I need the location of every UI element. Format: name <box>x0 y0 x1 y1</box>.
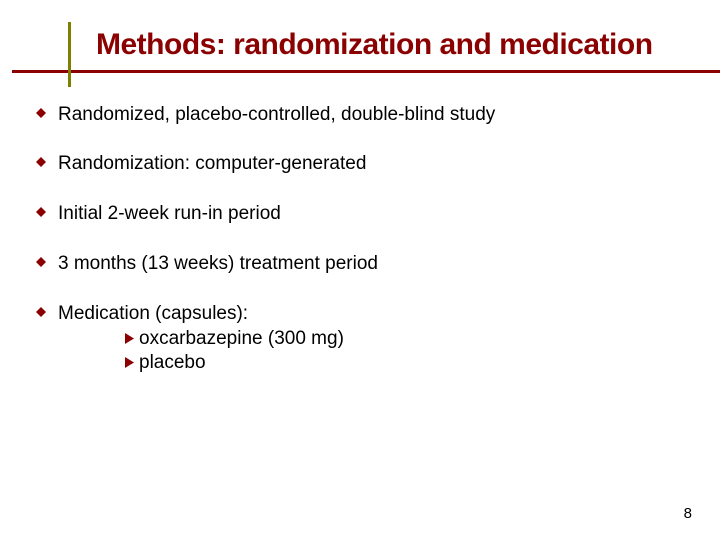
bullet-list: Randomized, placebo-controlled, double-b… <box>36 103 684 375</box>
list-item: Randomization: computer-generated <box>36 152 684 176</box>
triangle-right-icon <box>124 332 135 345</box>
bullet-text: Medication (capsules): <box>58 302 248 326</box>
sub-list: oxcarbazepine (300 mg) placebo <box>36 327 684 375</box>
list-item: 3 months (13 weeks) treatment period <box>36 252 684 276</box>
bullet-text: Randomized, placebo-controlled, double-b… <box>58 103 495 127</box>
list-item: Medication (capsules): <box>36 302 684 326</box>
slide: Methods: randomization and medication Ra… <box>0 0 720 540</box>
diamond-icon <box>36 257 46 267</box>
sub-list-item: oxcarbazepine (300 mg) <box>124 327 684 351</box>
sub-bullet-text: oxcarbazepine (300 mg) <box>139 327 344 351</box>
bullet-text: Initial 2-week run-in period <box>58 202 281 226</box>
sub-list-item: placebo <box>124 351 684 375</box>
diamond-icon <box>36 307 46 317</box>
title-block: Methods: randomization and medication <box>96 28 684 63</box>
diamond-icon <box>36 207 46 217</box>
diamond-icon <box>36 157 46 167</box>
sub-bullet-text: placebo <box>139 351 206 375</box>
list-item: Initial 2-week run-in period <box>36 202 684 226</box>
bullet-text: Randomization: computer-generated <box>58 152 366 176</box>
triangle-right-icon <box>124 356 135 369</box>
page-number: 8 <box>684 505 692 522</box>
title-underline <box>12 70 720 73</box>
title-vertical-rule <box>68 22 71 87</box>
slide-title: Methods: randomization and medication <box>96 28 684 63</box>
diamond-icon <box>36 108 46 118</box>
list-item: Randomized, placebo-controlled, double-b… <box>36 103 684 127</box>
bullet-text: 3 months (13 weeks) treatment period <box>58 252 378 276</box>
